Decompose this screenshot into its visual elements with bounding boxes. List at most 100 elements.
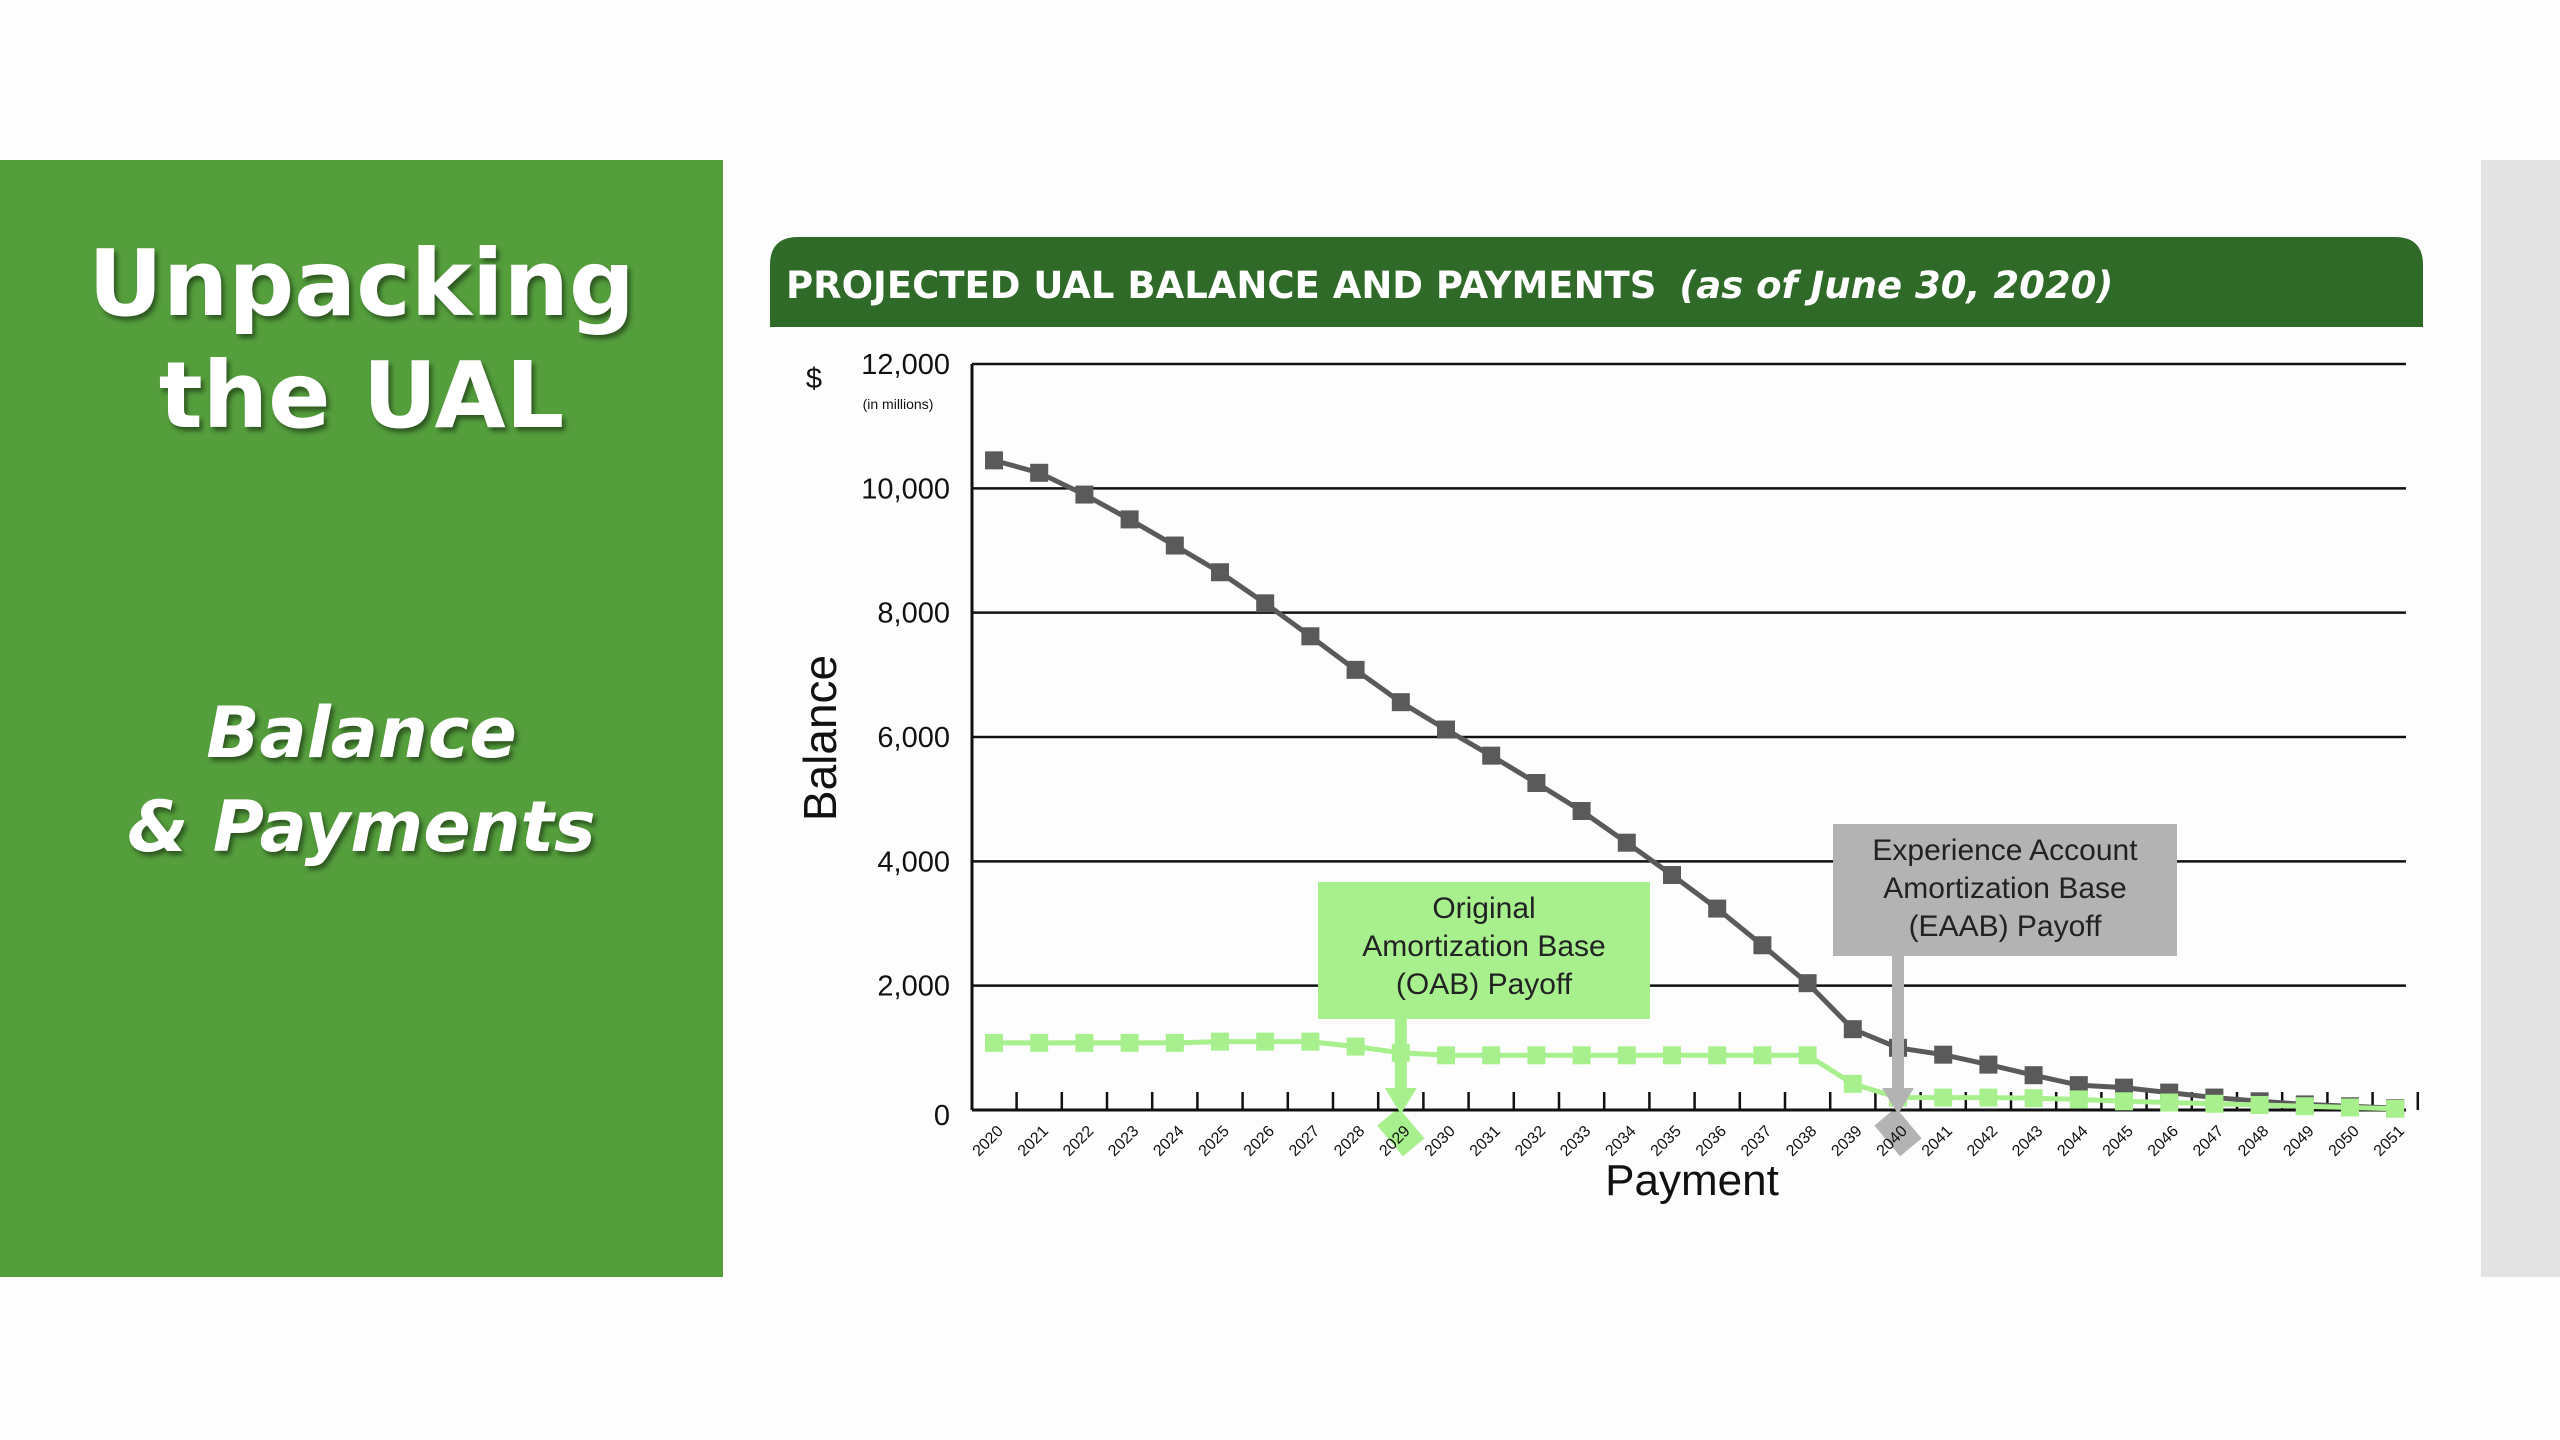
y-unit-note: (in millions) — [863, 396, 934, 412]
payment-series-point — [1482, 1046, 1501, 1065]
balance-series-point — [1934, 1045, 1953, 1064]
slide-title: Unpacking the UAL — [0, 228, 723, 452]
balance-series-point — [1708, 899, 1727, 918]
balance-series-point — [1256, 594, 1275, 613]
slide-subtitle: Balance & Payments — [0, 686, 723, 874]
chart-title-text: PROJECTED UAL BALANCE AND PAYMENTS (as o… — [786, 264, 2113, 307]
payment-series-point — [1979, 1088, 1998, 1107]
payment-series-point — [1165, 1033, 1184, 1052]
payoff-year-highlight — [1874, 1107, 1922, 1157]
y-tick-label: 8,000 — [877, 598, 950, 630]
x-highlights — [1377, 1107, 1922, 1157]
eaab-callout-box — [1833, 824, 2177, 956]
slide-subtitle-line-2: & Payments — [127, 786, 596, 868]
payment-series-point — [2386, 1099, 2405, 1118]
x-tick-label: 2025 — [1196, 1123, 1233, 1160]
balance-series-point — [1120, 510, 1139, 529]
balance-series-point — [1482, 746, 1501, 765]
balance-series-point — [1843, 1020, 1862, 1039]
oab-callout-arrow — [1384, 1088, 1417, 1114]
balance-series-point — [1979, 1055, 1998, 1074]
y-tick-label: 10,000 — [861, 473, 950, 505]
annotations: Original Amortization Base (OAB) Payoff Exp… — [1318, 824, 2177, 1114]
x-tick-label: 2036 — [1693, 1123, 1730, 1160]
payment-series-point — [985, 1033, 1003, 1052]
payment-series-point — [2160, 1093, 2179, 1112]
balance-series-point — [1572, 801, 1591, 820]
x-tick-label: 2032 — [1512, 1123, 1549, 1160]
slide-title-line-2: the UAL — [158, 342, 565, 449]
oab-callout-stem — [1394, 1017, 1407, 1092]
payment-series-point — [1075, 1033, 1094, 1052]
eaab-callout-arrow — [1882, 1088, 1914, 1114]
x-tick-label: 2030 — [1422, 1123, 1459, 1160]
balance-series-point — [1437, 720, 1455, 739]
payment-series-point — [1437, 1046, 1455, 1065]
payment-series-point — [1663, 1046, 1681, 1065]
y-tick-labels: 0 2,000 4,000 6,000 8,000 10,000 12,000 — [861, 349, 950, 1132]
balance-series-point — [985, 451, 1003, 470]
payment-series-point — [1527, 1046, 1546, 1065]
payment-series-point — [1346, 1037, 1365, 1056]
balance-series-point — [1663, 866, 1681, 885]
payment-series-point — [1030, 1033, 1049, 1052]
balance-series-point — [1391, 693, 1410, 712]
x-tick-label: 2027 — [1286, 1123, 1323, 1160]
balance-series-point — [1301, 627, 1320, 646]
gridlines — [972, 362, 2406, 987]
x-tick-label: 2021 — [1015, 1123, 1052, 1160]
balance-series-point — [2069, 1076, 2088, 1095]
x-tick-label: 2043 — [2009, 1123, 2046, 1160]
x-tick-label: 2020 — [970, 1123, 1007, 1160]
balance-series-point — [1165, 536, 1184, 555]
balance-series-point — [1617, 833, 1636, 852]
payment-series-point — [2341, 1098, 2359, 1117]
x-tick-label: 2034 — [1602, 1123, 1639, 1160]
payment-series-point — [1753, 1046, 1772, 1065]
x-tick-label: 2022 — [1060, 1123, 1097, 1160]
payment-series-point — [2205, 1094, 2224, 1113]
y-tick-label: 2,000 — [877, 971, 950, 1003]
x-tick-label: 2035 — [1648, 1123, 1685, 1160]
payment-series-point — [1256, 1032, 1275, 1051]
payment-series-point — [1572, 1046, 1591, 1065]
balance-series-point — [1753, 936, 1772, 955]
x-tick-label: 2046 — [2145, 1123, 2182, 1160]
payment-series-point — [2250, 1096, 2269, 1115]
balance-series-point — [1798, 974, 1817, 993]
payment-series-point — [2024, 1089, 2043, 1108]
y-tick-label: 0 — [934, 1100, 950, 1132]
x-tick-label: 2044 — [2054, 1123, 2091, 1160]
slide-title-line-1: Unpacking — [88, 230, 635, 337]
series — [985, 451, 2405, 1118]
eaab-callout-stem — [1892, 954, 1904, 1092]
slide-subtitle-line-1: Balance — [206, 692, 517, 774]
y-unit-prefix: $ — [806, 363, 822, 395]
chart-title-banner — [770, 237, 2423, 327]
payment-series-point — [1798, 1046, 1817, 1065]
payment-series-point — [2115, 1092, 2133, 1111]
payment-series-point — [1617, 1046, 1636, 1065]
balance-series-point — [1211, 563, 1229, 582]
x-tick-label: 2039 — [1828, 1123, 1865, 1160]
right-edge-strip — [2481, 160, 2560, 1277]
payment-series-point — [2295, 1097, 2314, 1116]
y-axis-title: Balance — [794, 655, 846, 821]
x-tick-label: 2049 — [2280, 1123, 2317, 1160]
x-tick-label: 2024 — [1150, 1123, 1187, 1160]
eaab-callout-text: Amortization Base — [1883, 872, 2126, 905]
y-tick-label: 12,000 — [861, 349, 950, 381]
x-tick-label: 2037 — [1738, 1123, 1775, 1160]
x-tick-label: 2041 — [1919, 1123, 1956, 1160]
x-tick-label: 2026 — [1241, 1123, 1278, 1160]
x-tick-label: 2051 — [2371, 1123, 2408, 1160]
x-tick-label: 2038 — [1783, 1123, 1820, 1160]
x-tick-label: 2033 — [1557, 1123, 1594, 1160]
eaab-callout-text: (EAAB) Payoff — [1909, 910, 2103, 943]
y-tick-label: 4,000 — [877, 846, 950, 878]
x-tick-label: 2048 — [2235, 1123, 2272, 1160]
balance-series-point — [2115, 1078, 2133, 1097]
payment-series-point — [1120, 1033, 1139, 1052]
balance-series-point — [1030, 463, 1049, 482]
